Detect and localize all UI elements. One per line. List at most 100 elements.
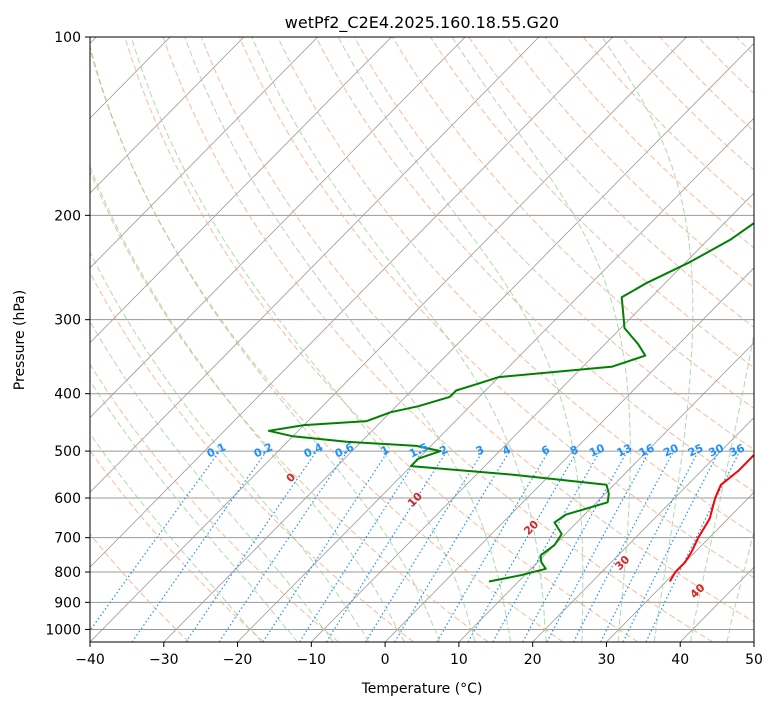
moist-adiabat-label: 40 xyxy=(688,581,708,601)
dry-adiabat-line xyxy=(162,37,713,642)
isotherm-line xyxy=(606,491,754,642)
isotherm-line xyxy=(458,342,754,642)
temperature-profile-line xyxy=(668,453,754,583)
moist-adiabat-line xyxy=(451,37,631,642)
x-tick-label: 40 xyxy=(671,652,689,668)
dry-adiabat-line xyxy=(315,37,754,493)
x-tick-label: 20 xyxy=(524,652,542,668)
plot-frame xyxy=(89,36,755,643)
mixing-ratio-label: 25 xyxy=(686,441,705,459)
dry-adiabat-line xyxy=(583,37,754,210)
mixing-ratio-label: 1.5 xyxy=(407,441,430,461)
mixing-ratio-line xyxy=(262,450,389,642)
dewpoint-profile-line xyxy=(267,221,754,583)
isotherm-line xyxy=(90,37,614,568)
isotherm-line xyxy=(90,37,392,344)
y-tick-label: 900 xyxy=(54,595,81,611)
moist-adiabat-label: 10 xyxy=(405,490,425,510)
mixing-ratio-line xyxy=(365,450,484,642)
chart-title: wetPf2_C2E4.2025.160.18.55.G20 xyxy=(285,13,559,33)
moist-adiabat-line xyxy=(726,529,754,642)
moist-adiabat-line xyxy=(90,320,334,642)
y-tick-label: 500 xyxy=(54,444,81,460)
x-tick-label: 10 xyxy=(450,652,468,668)
mixing-ratio-label: 10 xyxy=(587,441,607,459)
mixing-ratio-lines xyxy=(90,450,741,642)
y-tick-label: 800 xyxy=(54,565,81,581)
moist-adiabat-line xyxy=(90,251,370,642)
y-tick-label: 1000 xyxy=(45,622,81,638)
profiles xyxy=(267,221,754,583)
y-tick-label: 700 xyxy=(54,531,81,547)
dry-adiabat-line xyxy=(659,37,754,133)
moist-adiabat-label: 30 xyxy=(612,553,632,573)
mixing-ratio-label: 36 xyxy=(727,441,747,459)
mixing-ratio-line xyxy=(394,450,511,642)
mixing-ratio-line xyxy=(185,450,318,642)
dry-adiabat-line xyxy=(697,37,754,94)
y-tick-label: 200 xyxy=(54,208,81,224)
dry-adiabat-line xyxy=(90,169,489,642)
dry-adiabat-line xyxy=(621,37,754,171)
x-axis-ticks: −40 −30 −20 −10 0 10 20 30 40 50 xyxy=(75,642,763,668)
isotherm-line xyxy=(237,117,754,642)
mixing-ratio-line xyxy=(436,450,550,642)
mixing-ratio-line xyxy=(492,450,601,642)
dry-adiabat-line xyxy=(277,37,754,535)
dry-adiabat-line xyxy=(239,37,754,579)
dry-adiabats xyxy=(90,37,754,642)
mixing-ratio-line xyxy=(299,450,423,642)
dry-adiabat-line xyxy=(353,37,754,451)
moist-adiabats xyxy=(90,37,754,642)
dry-adiabat-line xyxy=(90,533,190,642)
dry-adiabat-line xyxy=(430,37,754,369)
mixing-ratio-label: 13 xyxy=(615,441,634,459)
mixing-ratio-label: 0.1 xyxy=(205,441,228,461)
isotherm-line xyxy=(90,37,318,269)
moist-adiabat-line xyxy=(130,37,476,642)
y-axis-label: Pressure (hPa) xyxy=(12,290,28,390)
dry-adiabat-line xyxy=(544,37,754,249)
y-tick-label: 400 xyxy=(54,387,81,403)
dry-adiabat-line xyxy=(468,37,754,328)
moist-adiabat-line xyxy=(689,331,754,642)
isotherm-line xyxy=(532,416,754,642)
mixing-ratio-label: 3 xyxy=(474,443,486,458)
mixing-ratio-label: 2 xyxy=(438,443,450,458)
moist-adiabat-line xyxy=(601,37,694,642)
moist-adiabat-label: 20 xyxy=(521,517,541,537)
isotherm-line xyxy=(679,566,754,642)
dry-adiabat-line xyxy=(735,37,754,56)
mixing-ratio-label: 16 xyxy=(637,441,657,459)
x-tick-label: 0 xyxy=(381,652,390,668)
isotherm-line xyxy=(90,37,466,419)
mixing-ratio-line xyxy=(325,450,448,642)
moist-adiabat-line xyxy=(90,165,405,642)
dry-adiabat-label: -10 xyxy=(0,127,2,151)
mixing-ratio-label: 4 xyxy=(500,443,513,458)
x-tick-label: 50 xyxy=(745,652,763,668)
mixing-ratio-label: 0.4 xyxy=(302,440,325,460)
mixing-ratio-line xyxy=(522,450,628,642)
x-tick-label: −30 xyxy=(149,652,179,668)
isotherm-line xyxy=(163,42,754,642)
y-axis-ticks: 100 200 300 400 500 600 700 800 900 1000 xyxy=(45,30,90,638)
mixing-ratio-line xyxy=(131,450,268,642)
mixing-ratio-label: 6 xyxy=(539,443,552,458)
moist-adiabat-line xyxy=(251,37,547,642)
dry-adiabat-line xyxy=(124,37,639,642)
dry-adiabat-line xyxy=(90,363,339,642)
mixing-ratio-line xyxy=(218,450,349,642)
isotherm-line xyxy=(90,37,687,642)
isotherm-line xyxy=(311,192,754,642)
y-tick-label: 100 xyxy=(54,30,81,46)
dry-adiabat-line xyxy=(90,271,414,642)
x-tick-label: −40 xyxy=(75,652,105,668)
isotherm-line xyxy=(753,641,754,642)
x-tick-label: −20 xyxy=(223,652,253,668)
isotherm-line xyxy=(384,267,754,642)
isotherm-line xyxy=(90,37,540,493)
mixing-ratio-line xyxy=(546,450,651,642)
moist-adiabat-line xyxy=(184,37,511,642)
mixing-ratio-label: 0.6 xyxy=(333,440,356,460)
